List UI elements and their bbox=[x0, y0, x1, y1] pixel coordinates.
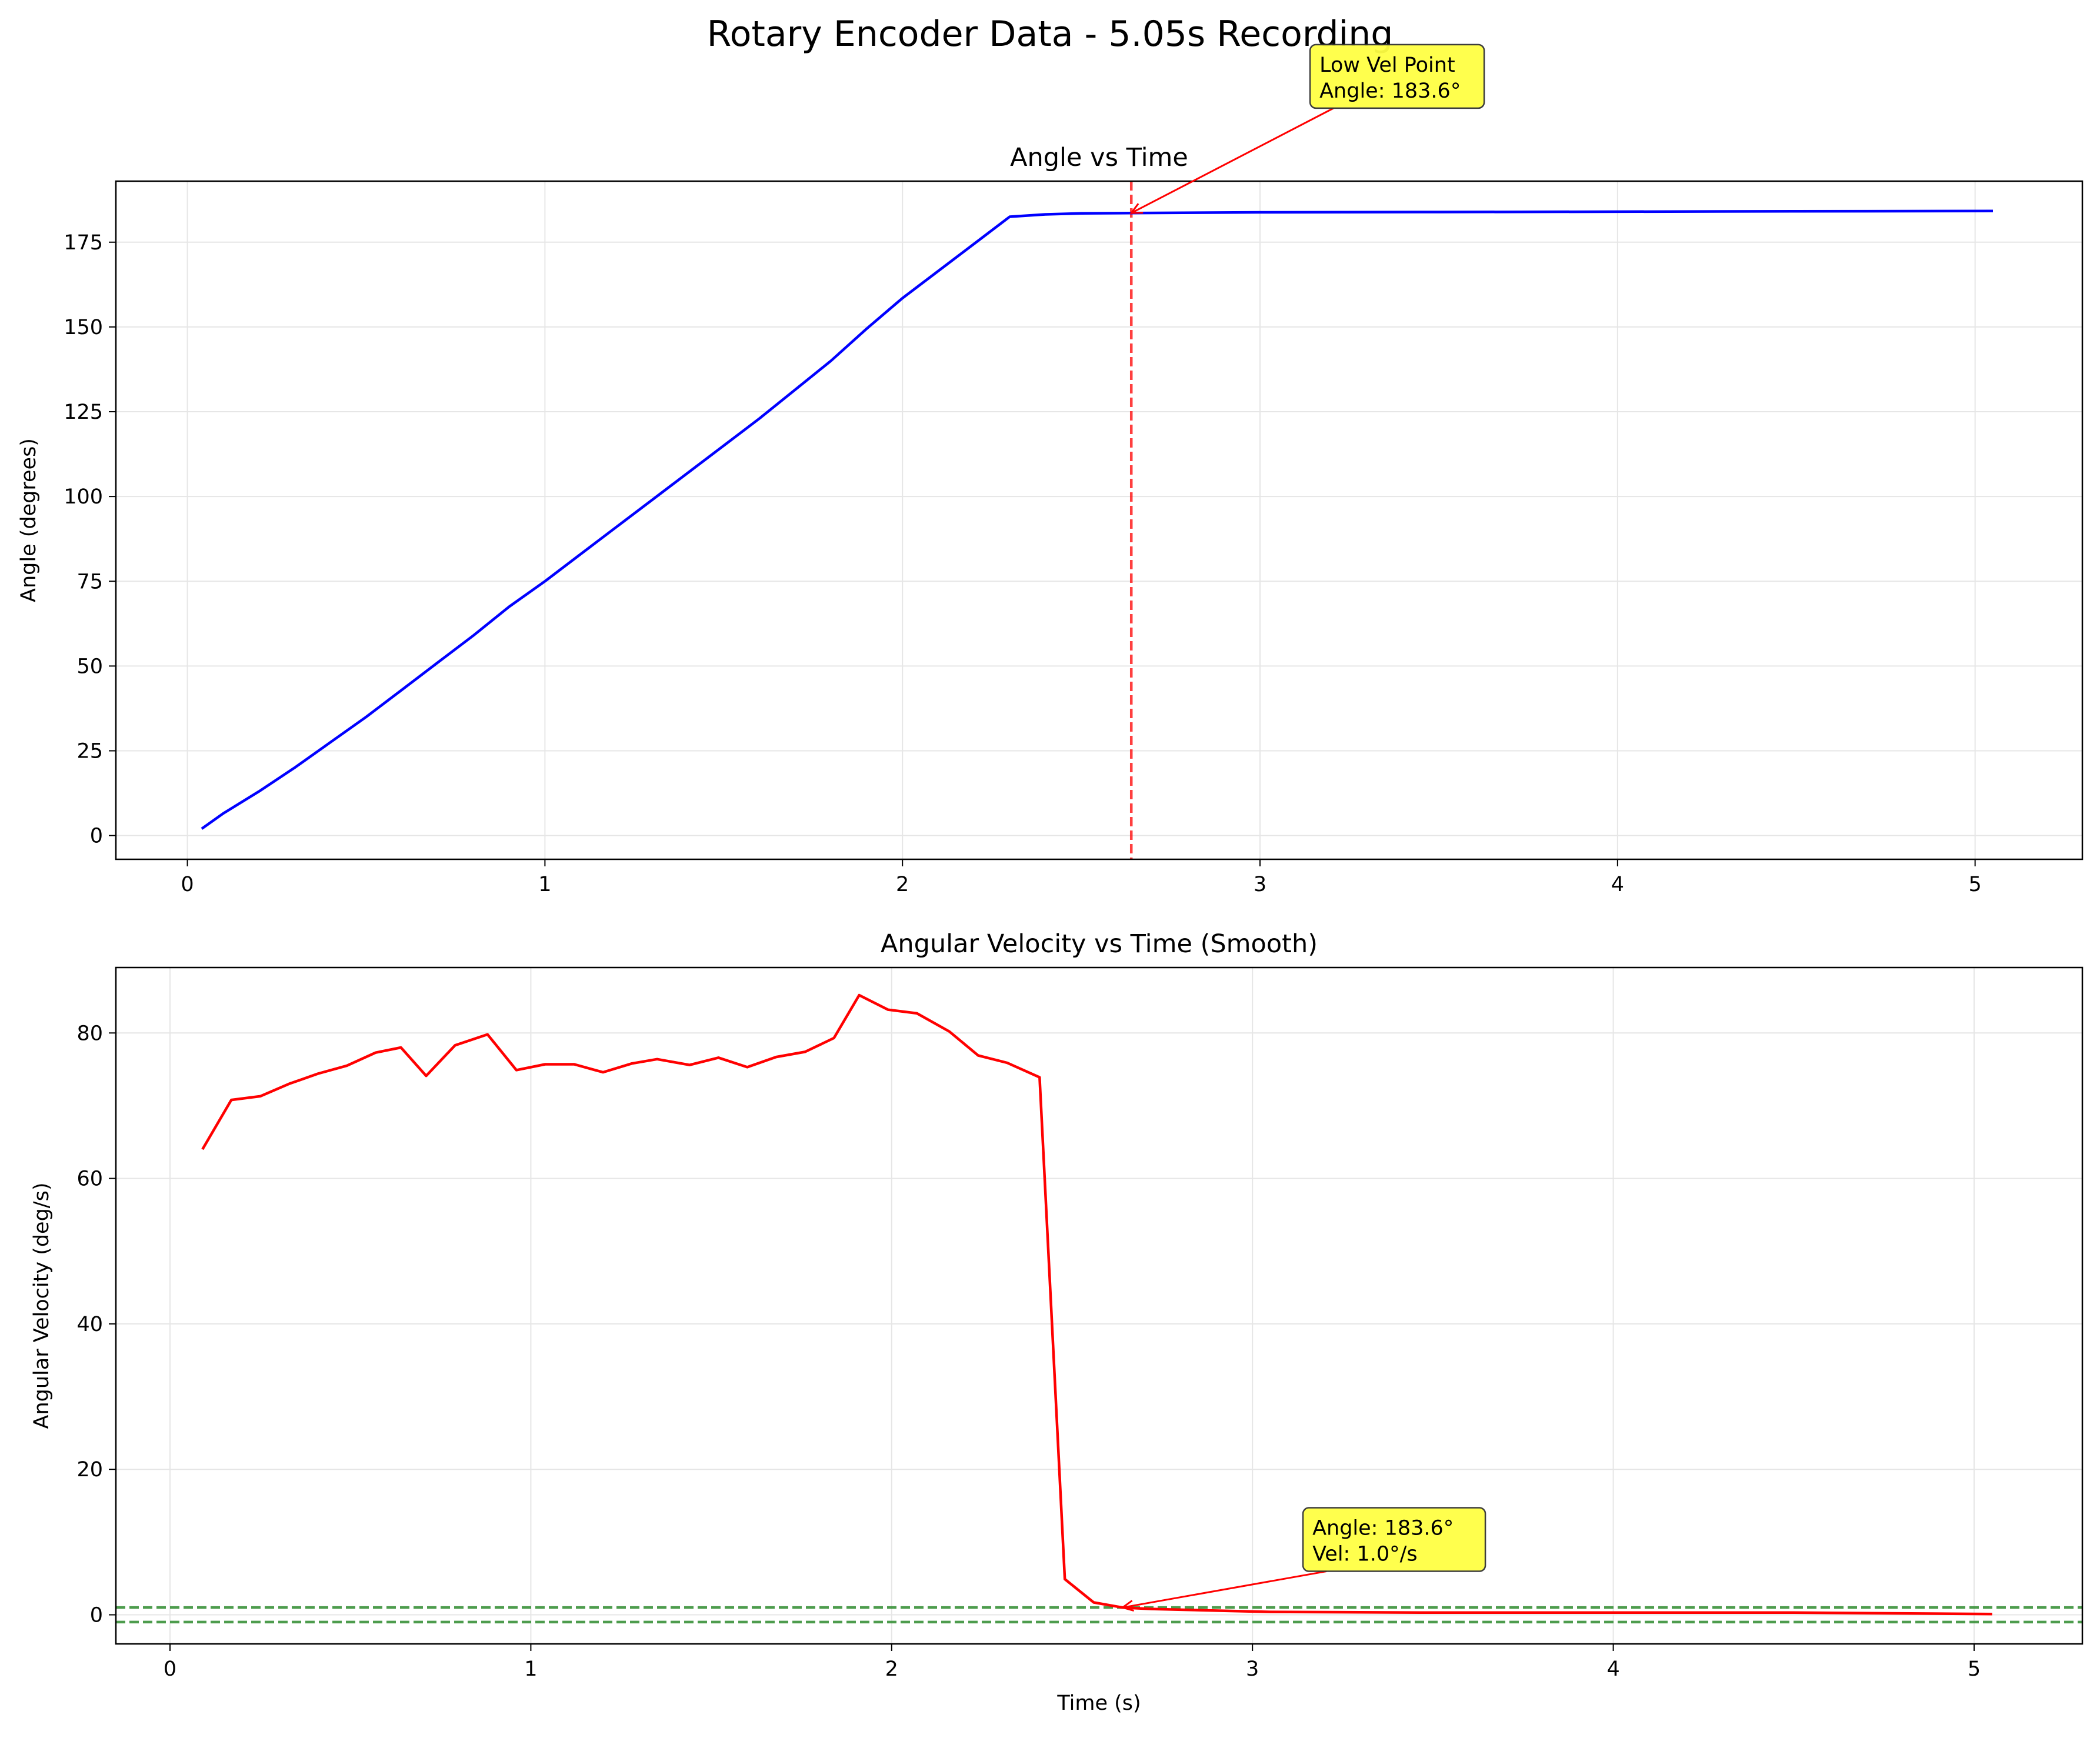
velocity-series-line bbox=[201, 993, 1992, 1616]
annotation-arrowhead bbox=[1120, 1600, 1135, 1612]
annotation-arrow bbox=[1122, 1570, 1327, 1609]
y-tick-label: 0 bbox=[90, 825, 103, 848]
annotation-text: Low Vel Point bbox=[1319, 54, 1455, 77]
angle-series-line bbox=[201, 209, 1994, 830]
x-tick-label: 1 bbox=[538, 873, 551, 896]
x-axis-label: Time (s) bbox=[1056, 1692, 1141, 1715]
y-tick-label: 150 bbox=[64, 316, 103, 339]
x-tick-label: 4 bbox=[1611, 873, 1624, 896]
annotation-box bbox=[1309, 44, 1485, 109]
x-tick-label: 0 bbox=[181, 873, 194, 896]
angle-chart-title: Angle vs Time bbox=[1010, 143, 1188, 172]
x-tick-label: 0 bbox=[164, 1657, 176, 1681]
annotation-text: Vel: 1.0°/s bbox=[1312, 1543, 1418, 1566]
x-tick-label: 3 bbox=[1254, 873, 1266, 896]
annotation-text: Angle: 183.6° bbox=[1312, 1517, 1454, 1540]
x-tick-label: 2 bbox=[885, 1657, 898, 1681]
y-tick-label: 40 bbox=[76, 1313, 103, 1336]
y-tick-label: 50 bbox=[76, 655, 103, 678]
y-tick-label: 125 bbox=[64, 401, 103, 424]
plot-frame bbox=[115, 180, 2084, 860]
y-tick-label: 100 bbox=[64, 485, 103, 509]
x-tick-label: 3 bbox=[1246, 1657, 1259, 1681]
y-tick-label: 20 bbox=[76, 1458, 103, 1482]
y-tick-label: 0 bbox=[90, 1604, 103, 1627]
y-tick-label: 60 bbox=[76, 1167, 103, 1191]
y-tick-label: 75 bbox=[76, 570, 103, 593]
plot-frame bbox=[115, 966, 2084, 1645]
velocity-chart: 0 1 2 3 4 5 0 20 40 60 80 Angular Velocity vs Time … bbox=[30, 929, 2084, 1715]
annotation-arrow bbox=[1131, 107, 1334, 214]
x-tick-label: 5 bbox=[1968, 1657, 1981, 1681]
x-tick-label: 1 bbox=[524, 1657, 537, 1681]
y-tick-label: 175 bbox=[64, 231, 103, 255]
y-axis-label: Angle (degrees) bbox=[17, 438, 41, 602]
x-tick-label: 5 bbox=[1969, 873, 1982, 896]
velocity-chart-title: Angular Velocity vs Time (Smooth) bbox=[881, 929, 1318, 959]
annotation-box bbox=[1302, 1507, 1486, 1572]
annotation-text: Angle: 183.6° bbox=[1319, 79, 1461, 103]
x-tick-label: 2 bbox=[896, 873, 909, 896]
y-axis-label: Angular Velocity (deg/s) bbox=[30, 1183, 54, 1429]
y-tick-label: 80 bbox=[76, 1022, 103, 1045]
y-tick-label: 25 bbox=[76, 740, 103, 763]
figure-title: Rotary Encoder Data - 5.05s Recording bbox=[707, 14, 1394, 55]
annotation-arrowhead bbox=[1129, 203, 1144, 214]
x-tick-label: 4 bbox=[1606, 1657, 1619, 1681]
